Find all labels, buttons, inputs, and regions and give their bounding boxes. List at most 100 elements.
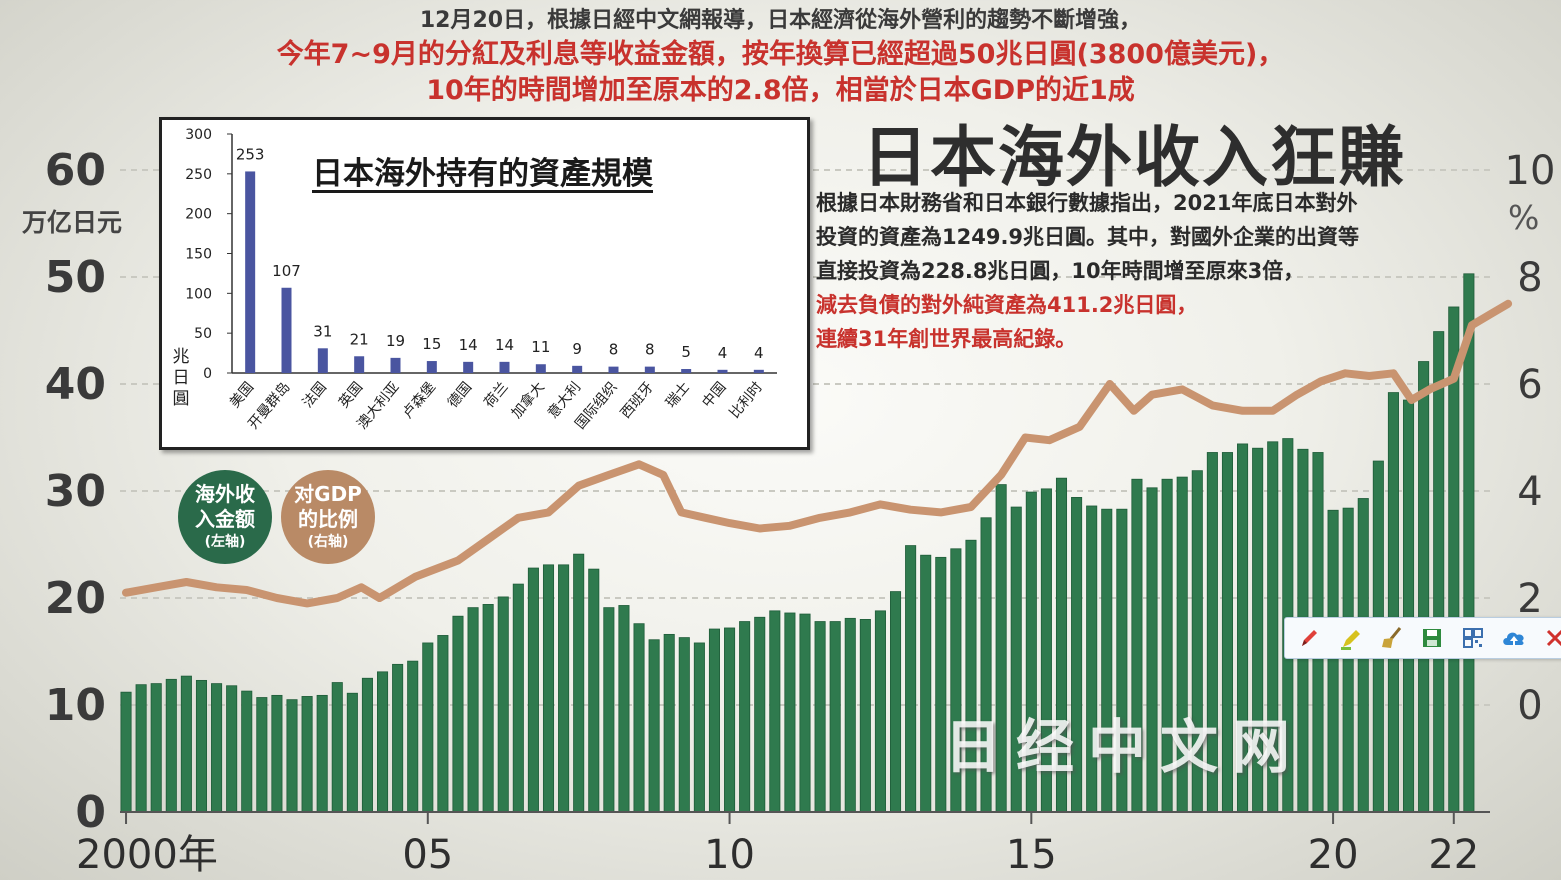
watermark: 日经中文网	[944, 713, 1305, 781]
inset-y-tick-label: 150	[185, 247, 212, 263]
headline-line-1: 12月20日，根據日經中文網報導，日本經濟從海外營利的趨勢不斷增強，	[419, 8, 1142, 33]
x-axis-tick-label: 05	[402, 832, 453, 878]
pen-icon	[1302, 630, 1317, 646]
inset-category-label: 法国	[300, 379, 330, 411]
income-bar	[150, 683, 162, 813]
inset-bar	[317, 348, 328, 373]
income-bar	[361, 677, 373, 813]
inset-category-label: 中国	[699, 379, 729, 411]
income-bar	[316, 694, 328, 813]
income-bar	[1433, 331, 1445, 813]
income-bar	[195, 679, 208, 813]
income-bar	[648, 639, 660, 813]
inset-bar	[717, 369, 728, 373]
income-bar	[497, 596, 509, 813]
income-bar	[693, 642, 705, 813]
cloud-upload-button[interactable]	[1498, 622, 1530, 654]
eraser-button[interactable]	[1375, 622, 1407, 654]
inset-bar-value-label: 4	[718, 344, 728, 362]
inset-y-tick-label: 200	[185, 207, 212, 223]
pen-button[interactable]	[1293, 622, 1325, 654]
qr-code-button[interactable]	[1457, 622, 1489, 654]
inset-chart-panel: 0 50 100 150 200 250 300 兆日圓 253 美国 107 开曼群岛 31 法国 21…	[159, 117, 810, 450]
income-bar	[558, 564, 570, 813]
right-axis-label: %	[1508, 198, 1540, 237]
legend-income: 海外收 入金额 (左轴)	[178, 470, 272, 564]
income-bar	[331, 682, 343, 813]
income-bar	[256, 697, 268, 813]
left-axis-tick-label: 10	[45, 680, 106, 731]
income-bar	[739, 621, 751, 813]
description-line-highlight: 減去負債的對外純資產為411.2兆日圓，	[816, 293, 1198, 317]
income-bar	[1418, 361, 1430, 813]
highlighter-button[interactable]	[1334, 622, 1366, 654]
close-button[interactable]	[1539, 622, 1561, 654]
headline-line-3: 10年的時間增加至原本的2.8倍，相當於日本GDP的近1成	[426, 75, 1135, 106]
legend-income-axis: (左轴)	[204, 534, 246, 550]
left-axis-label: 万亿日元	[22, 208, 123, 237]
headline-line-2: 今年7~9月的分紅及利息等收益金額，按年換算已經超過50兆日圓(3800億美元)…	[276, 39, 1285, 70]
legend-gdp-ratio: 对GDP 的比例 (右轴)	[281, 470, 375, 564]
description-line: 根據日本財務省和日本銀行數據指出，2021年底日本對外	[816, 191, 1358, 215]
inset-category-label: 瑞士	[663, 379, 693, 411]
income-bar	[1342, 507, 1354, 813]
inset-bar	[499, 361, 510, 373]
inset-y-tick-label: 300	[185, 127, 212, 143]
inset-bar	[681, 369, 692, 373]
income-bar	[844, 617, 856, 813]
x-axis-tick-label: 20	[1308, 832, 1359, 878]
inset-bar-value-label: 14	[495, 336, 514, 354]
qr-code-icon	[1463, 628, 1483, 648]
inset-bar-value-label: 107	[272, 262, 301, 280]
income-bar	[814, 621, 826, 813]
left-axis-tick-label: 0	[75, 787, 106, 838]
inset-bar-value-label: 253	[236, 145, 265, 163]
inset-category-label: 加拿大	[508, 379, 548, 422]
description-line: 直接投資為228.8兆日圓，10年時間增至原來3倍，	[816, 259, 1305, 283]
x-axis-tick-label: 2000年	[76, 832, 218, 878]
right-axis-tick-label: 4	[1517, 469, 1542, 515]
x-axis-tick-label: 10	[704, 832, 755, 878]
left-axis-tick-label: 40	[45, 359, 106, 410]
inset-bar	[572, 365, 583, 373]
income-bar	[663, 633, 675, 813]
income-bar	[874, 610, 886, 813]
income-bar	[120, 691, 132, 813]
inset-y-tick-label: 50	[194, 326, 212, 342]
description-line-highlight: 連續31年創世界最高紀錄。	[816, 327, 1077, 351]
gdp-ratio-path	[122, 299, 1513, 608]
income-bar	[889, 591, 902, 813]
right-axis-tick-label: 10	[1505, 148, 1556, 194]
income-bar	[226, 685, 238, 813]
income-bar	[769, 610, 781, 813]
x-axis-tick-label: 22	[1428, 832, 1479, 878]
inset-y-axis-label: 圓	[173, 389, 190, 409]
cloud-upload-icon	[1503, 632, 1524, 646]
inset-bar-value-label: 14	[459, 336, 478, 354]
legend-gdp-line1: 对GDP	[294, 482, 362, 506]
inset-bar-value-label: 31	[313, 322, 332, 340]
income-bar	[512, 583, 524, 813]
income-bar	[377, 671, 389, 813]
save-icon	[1423, 629, 1441, 647]
income-bar	[482, 604, 494, 813]
inset-y-axis-label: 日	[173, 368, 190, 388]
inset-category-label: 卢森堡	[400, 379, 439, 421]
inset-bar	[390, 357, 401, 373]
save-button[interactable]	[1416, 622, 1448, 654]
income-bar	[346, 692, 358, 813]
income-bar	[920, 554, 932, 813]
income-bar	[588, 568, 600, 813]
broom-icon	[1382, 627, 1402, 648]
right-axis-tick-label: 2	[1517, 576, 1542, 622]
legend-gdp-line2: 的比例	[298, 507, 358, 531]
inset-bar	[281, 287, 292, 373]
inset-bar	[644, 366, 655, 373]
income-bar	[301, 696, 313, 813]
income-bar	[799, 613, 811, 813]
inset-bar-value-label: 9	[572, 340, 582, 358]
income-bar	[241, 690, 253, 813]
inset-bar-value-label: 5	[681, 343, 691, 361]
inset-bar-value-label: 8	[609, 341, 619, 359]
